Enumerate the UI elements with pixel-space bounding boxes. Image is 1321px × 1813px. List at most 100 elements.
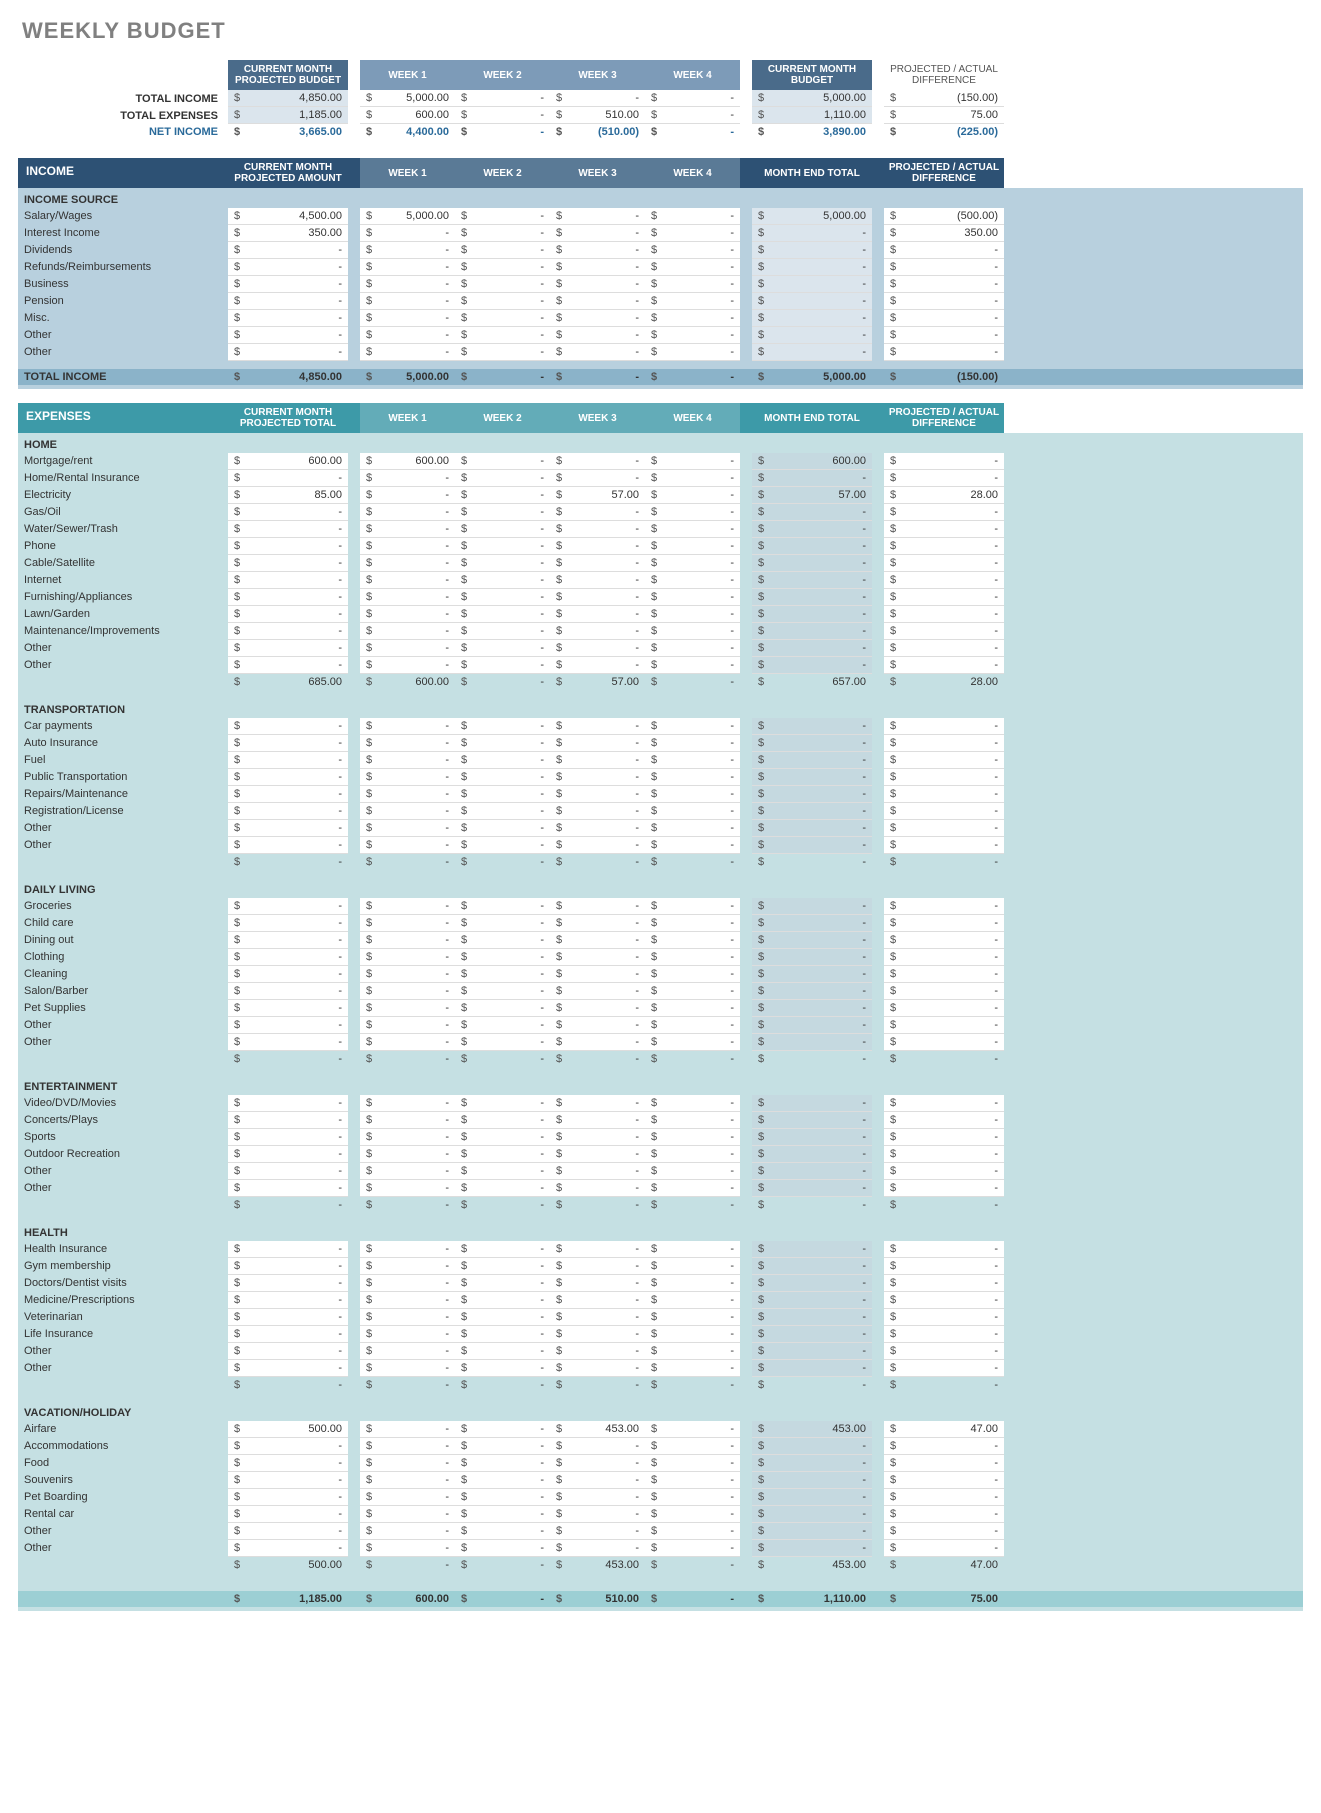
money-cell: $- xyxy=(455,1197,550,1213)
row-label: Interest Income xyxy=(18,225,228,242)
data-row: Lawn/Garden$-$-$-$-$-$-$- xyxy=(18,606,1303,623)
money-cell: $- xyxy=(455,949,550,966)
money-cell: $- xyxy=(752,1241,872,1258)
money-cell: $- xyxy=(360,1506,455,1523)
money-cell: $- xyxy=(645,1241,740,1258)
money-cell: $- xyxy=(228,1523,348,1540)
money-cell: $- xyxy=(550,293,645,310)
money-cell: $- xyxy=(360,521,455,538)
data-row: Pet Boarding$-$-$-$-$-$-$- xyxy=(18,1489,1303,1506)
money-cell: $- xyxy=(645,854,740,870)
row-label: Medicine/Prescriptions xyxy=(18,1292,228,1309)
money-cell: $4,400.00 xyxy=(360,124,455,140)
money-cell: $- xyxy=(884,1292,1004,1309)
money-cell: $- xyxy=(550,786,645,803)
money-cell: $- xyxy=(645,640,740,657)
money-cell: $- xyxy=(228,1377,348,1393)
money-cell: $- xyxy=(550,589,645,606)
money-cell: $- xyxy=(884,1377,1004,1393)
money-cell: $- xyxy=(550,310,645,327)
money-cell: $- xyxy=(550,1377,645,1393)
money-cell: $- xyxy=(228,1034,348,1051)
money-cell: $- xyxy=(455,208,550,225)
money-cell: $- xyxy=(645,657,740,674)
money-cell: $- xyxy=(228,1000,348,1017)
money-cell: $510.00 xyxy=(550,1591,645,1607)
money-cell: $- xyxy=(455,589,550,606)
money-cell: $- xyxy=(360,932,455,949)
money-cell: $- xyxy=(752,1540,872,1557)
data-row: Phone$-$-$-$-$-$-$- xyxy=(18,538,1303,555)
money-cell: $- xyxy=(360,487,455,504)
money-cell: $- xyxy=(645,1163,740,1180)
money-cell: $- xyxy=(645,369,740,385)
money-cell: $- xyxy=(645,242,740,259)
money-cell: $- xyxy=(752,504,872,521)
row-label: Registration/License xyxy=(18,803,228,820)
money-cell: $- xyxy=(884,1275,1004,1292)
money-cell: $- xyxy=(884,769,1004,786)
money-cell: $- xyxy=(455,966,550,983)
data-row: Medicine/Prescriptions$-$-$-$-$-$-$- xyxy=(18,1292,1303,1309)
money-cell: $- xyxy=(752,225,872,242)
money-cell: $- xyxy=(645,521,740,538)
money-cell: $- xyxy=(550,208,645,225)
col-week2: WEEK 2 xyxy=(455,60,550,90)
money-cell: $- xyxy=(228,898,348,915)
row-label: Doctors/Dentist visits xyxy=(18,1275,228,1292)
money-cell: $1,110.00 xyxy=(752,107,872,124)
money-cell: $- xyxy=(360,1292,455,1309)
money-cell: $- xyxy=(645,1034,740,1051)
money-cell: $- xyxy=(360,225,455,242)
money-cell: $- xyxy=(645,1540,740,1557)
money-cell: $- xyxy=(455,90,550,107)
money-cell: $- xyxy=(752,1489,872,1506)
money-cell: $- xyxy=(752,752,872,769)
money-cell: $- xyxy=(550,1146,645,1163)
money-cell: $- xyxy=(645,1421,740,1438)
expense-col-w3: WEEK 3 xyxy=(550,403,645,433)
col-week4: WEEK 4 xyxy=(645,60,740,90)
data-row: Salon/Barber$-$-$-$-$-$-$- xyxy=(18,983,1303,1000)
money-cell: $- xyxy=(360,1034,455,1051)
col-projected: CURRENT MONTH PROJECTED BUDGET xyxy=(228,60,348,90)
money-cell: $- xyxy=(752,837,872,854)
data-row: Mortgage/rent$600.00$600.00$-$-$-$600.00… xyxy=(18,453,1303,470)
money-cell: $- xyxy=(645,1343,740,1360)
money-cell: $- xyxy=(360,837,455,854)
money-cell: $- xyxy=(884,242,1004,259)
money-cell: $- xyxy=(645,1292,740,1309)
subtotal-row: $685.00$600.00$-$57.00$-$657.00$28.00 xyxy=(18,674,1303,690)
row-label: Pet Boarding xyxy=(18,1489,228,1506)
money-cell: $- xyxy=(228,1112,348,1129)
row-label: Refunds/Reimbursements xyxy=(18,259,228,276)
money-cell: $- xyxy=(752,1292,872,1309)
money-cell: $- xyxy=(645,453,740,470)
money-cell: $- xyxy=(455,735,550,752)
money-cell: $- xyxy=(752,769,872,786)
money-cell: $- xyxy=(360,1343,455,1360)
money-cell: $- xyxy=(228,572,348,589)
money-cell: $- xyxy=(228,1472,348,1489)
money-cell: $- xyxy=(455,124,550,140)
row-label: Electricity xyxy=(18,487,228,504)
money-cell: $- xyxy=(228,1438,348,1455)
money-cell: $- xyxy=(645,470,740,487)
data-row: Life Insurance$-$-$-$-$-$-$- xyxy=(18,1326,1303,1343)
money-cell: $- xyxy=(752,983,872,1000)
money-cell: $(225.00) xyxy=(884,124,1004,140)
money-cell: $- xyxy=(360,786,455,803)
money-cell: $- xyxy=(455,538,550,555)
money-cell: $- xyxy=(752,1377,872,1393)
category-title: HEALTH xyxy=(18,1221,228,1241)
money-cell: $- xyxy=(645,1557,740,1573)
money-cell: $- xyxy=(455,1034,550,1051)
money-cell: $- xyxy=(645,1197,740,1213)
data-row: Rental car$-$-$-$-$-$-$- xyxy=(18,1506,1303,1523)
money-cell: $- xyxy=(645,487,740,504)
money-cell: $600.00 xyxy=(360,453,455,470)
money-cell: $- xyxy=(228,623,348,640)
money-cell: $- xyxy=(550,225,645,242)
money-cell: $- xyxy=(550,1506,645,1523)
row-label: Furnishing/Appliances xyxy=(18,589,228,606)
